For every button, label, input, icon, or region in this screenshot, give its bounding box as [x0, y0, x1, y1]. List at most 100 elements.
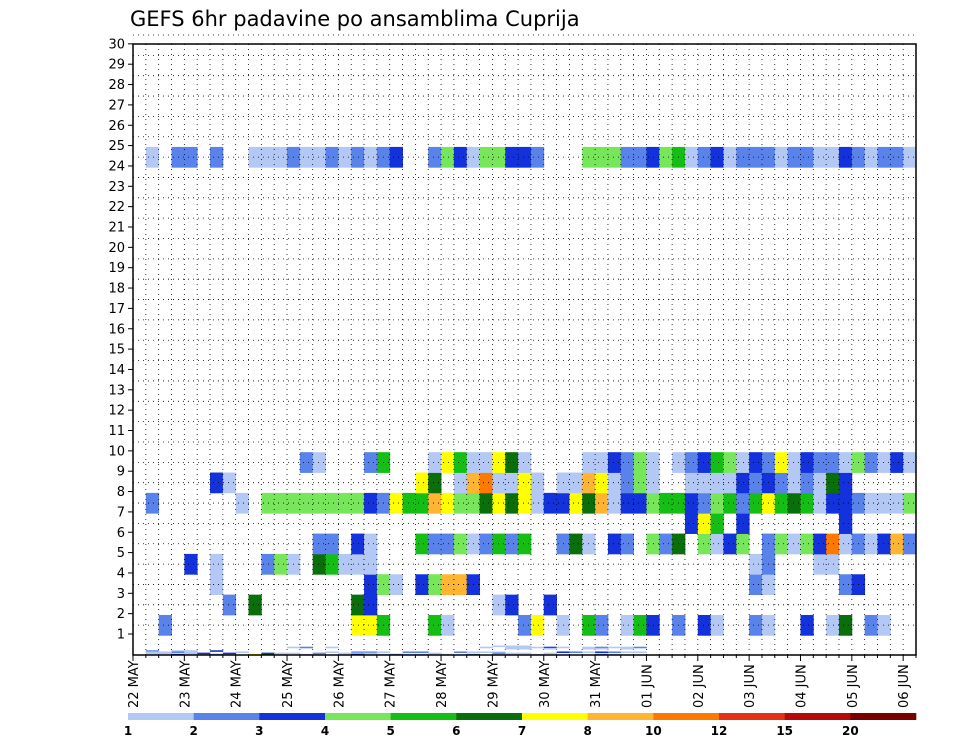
x-tick-label: 06 JUN — [897, 664, 912, 708]
ensemble-cell — [274, 492, 288, 514]
ensemble-cell — [864, 146, 878, 168]
bottom-bar-segment — [312, 652, 326, 655]
ensemble-cell — [299, 452, 314, 473]
ensemble-cell — [222, 594, 237, 616]
ensemble-cell — [620, 472, 635, 494]
y-axis: 1234567891011121314151617181920212223242… — [108, 37, 133, 643]
y-tick-label: 24 — [108, 159, 125, 174]
ensemble-cell — [222, 472, 237, 494]
y-tick-label: 6 — [117, 526, 125, 541]
bottom-bar-segment — [376, 651, 391, 654]
ensemble-cell — [633, 614, 647, 636]
ensemble-cell — [736, 146, 750, 168]
bottom-bar-segment — [518, 647, 532, 650]
ensemble-cell — [838, 146, 853, 168]
colorbar-label: 20 — [842, 724, 859, 738]
ensemble-cell — [736, 452, 750, 473]
ensemble-cell — [338, 492, 352, 514]
ensemble-cell — [774, 452, 789, 473]
ensemble-cell — [864, 614, 878, 636]
ensemble-cell — [479, 492, 493, 514]
bottom-bar-segment — [287, 652, 301, 655]
ensemble-cell — [364, 594, 378, 616]
ensemble-cell — [389, 574, 403, 596]
ensemble-cell — [479, 472, 493, 494]
ensemble-cell — [351, 594, 365, 616]
ensemble-cell — [800, 614, 814, 636]
bottom-bar-segment — [171, 650, 185, 652]
x-tick-label: 31 MAY — [589, 660, 604, 708]
bottom-bar-segment — [325, 651, 339, 654]
bottom-bar-segment — [518, 646, 532, 649]
ensemble-cell — [364, 614, 378, 636]
ensemble-cell — [441, 533, 455, 555]
x-tick-label: 05 JUN — [846, 664, 861, 708]
ensemble-cell — [569, 472, 583, 494]
ensemble-cell — [261, 492, 275, 514]
ensemble-cell — [261, 146, 275, 168]
ensemble-cell — [813, 533, 827, 555]
bottom-bar-segment — [620, 647, 635, 650]
ensemble-cell — [518, 146, 532, 168]
ensemble-cell — [441, 146, 455, 168]
ensemble-cell — [826, 533, 840, 555]
ensemble-cell — [774, 492, 789, 514]
y-tick-label: 20 — [108, 241, 125, 256]
ensemble-cell — [633, 452, 647, 473]
colorbar-label: 15 — [776, 724, 793, 738]
ensemble-cell — [595, 452, 609, 473]
colorbar-label: 4 — [321, 724, 329, 738]
ensemble-cell — [826, 614, 840, 636]
ensemble-cell — [453, 574, 468, 596]
ensemble-cell — [505, 533, 519, 555]
ensemble-cell — [441, 492, 455, 514]
ensemble-cell — [428, 146, 442, 168]
ensemble-cell — [299, 146, 314, 168]
x-tick-label: 30 MAY — [538, 660, 553, 708]
bottom-bar-segment — [364, 651, 378, 654]
ensemble-cell — [210, 146, 224, 168]
ensemble-cell — [248, 146, 262, 168]
ensemble-cell — [723, 452, 737, 473]
y-tick-label: 8 — [117, 485, 125, 500]
ensemble-cell — [299, 492, 314, 514]
bottom-bar-segment — [351, 651, 365, 654]
bottom-bar-segment — [145, 651, 160, 654]
ensemble-cell — [351, 614, 365, 636]
ensemble-cell — [838, 513, 853, 534]
bottom-bar-segment — [492, 651, 506, 654]
ensemble-cell — [518, 492, 532, 514]
ensemble-cell — [402, 492, 416, 514]
bottom-bar-segment — [402, 651, 416, 654]
ensemble-cell — [428, 492, 442, 514]
ensemble-cell — [710, 614, 724, 636]
ensemble-cell — [813, 146, 827, 168]
ensemble-cell — [659, 146, 673, 168]
bottom-bar-segment — [184, 651, 198, 654]
ensemble-cell — [453, 492, 468, 514]
ensemble-cell — [607, 452, 622, 473]
x-tick-label: 04 JUN — [794, 664, 809, 708]
ensemble-cell — [210, 574, 224, 596]
ensemble-cell — [338, 553, 352, 575]
ensemble-cell — [826, 492, 840, 514]
y-tick-label: 17 — [108, 302, 125, 317]
y-tick-label: 29 — [108, 58, 125, 73]
x-tick-label: 02 JUN — [692, 664, 707, 708]
ensemble-cell — [595, 614, 609, 636]
ensemble-cell — [903, 492, 917, 514]
ensemble-cell — [890, 492, 904, 514]
ensemble-cell — [659, 492, 673, 514]
ensemble-cell — [800, 492, 814, 514]
ensemble-cell — [877, 452, 891, 473]
bottom-bar-segment — [633, 651, 647, 654]
ensemble-cell — [569, 533, 583, 555]
ensemble-cell — [749, 492, 763, 514]
ensemble-cell — [736, 492, 750, 514]
ensemble-cell — [774, 146, 789, 168]
ensemble-cell — [325, 533, 339, 555]
ensemble-cell — [210, 472, 224, 494]
bottom-bar-segment — [543, 652, 557, 655]
ensemble-cell — [684, 472, 699, 494]
x-tick-label: 03 JUN — [743, 664, 758, 708]
